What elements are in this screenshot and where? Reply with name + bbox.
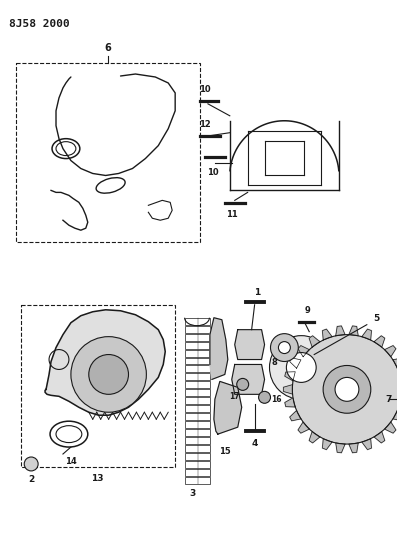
Text: 5: 5 <box>374 314 380 322</box>
Text: 10: 10 <box>207 167 219 176</box>
Circle shape <box>259 391 271 403</box>
Text: 10: 10 <box>199 85 211 94</box>
Text: 3: 3 <box>189 489 195 498</box>
Polygon shape <box>349 326 358 336</box>
Text: 1: 1 <box>254 288 261 297</box>
Circle shape <box>323 366 371 413</box>
Polygon shape <box>283 385 293 394</box>
Polygon shape <box>290 410 301 421</box>
Circle shape <box>269 336 333 399</box>
Circle shape <box>335 377 359 401</box>
Polygon shape <box>336 326 345 336</box>
Polygon shape <box>349 443 358 453</box>
Polygon shape <box>298 422 309 433</box>
Polygon shape <box>336 443 345 453</box>
Circle shape <box>71 337 146 412</box>
Polygon shape <box>393 410 398 421</box>
Polygon shape <box>374 336 385 347</box>
Circle shape <box>237 378 249 390</box>
Text: 17: 17 <box>229 392 240 401</box>
Polygon shape <box>384 422 396 433</box>
Text: 6: 6 <box>104 43 111 53</box>
Text: 8: 8 <box>271 358 277 367</box>
Text: 14: 14 <box>65 457 77 466</box>
Circle shape <box>271 334 298 361</box>
Polygon shape <box>322 439 332 450</box>
Text: 16: 16 <box>271 395 282 404</box>
Circle shape <box>279 342 291 353</box>
Text: 15: 15 <box>219 447 231 456</box>
Polygon shape <box>309 336 320 347</box>
Text: 9: 9 <box>304 306 310 315</box>
Circle shape <box>89 354 129 394</box>
Polygon shape <box>374 432 385 443</box>
Polygon shape <box>362 439 371 450</box>
Polygon shape <box>214 382 242 434</box>
Text: 11: 11 <box>226 211 238 219</box>
Circle shape <box>287 352 316 382</box>
Polygon shape <box>362 329 371 340</box>
Text: 2: 2 <box>28 475 34 484</box>
Polygon shape <box>290 358 301 368</box>
Text: 13: 13 <box>92 474 104 483</box>
Polygon shape <box>232 365 265 394</box>
Polygon shape <box>322 329 332 340</box>
Text: 4: 4 <box>252 439 258 448</box>
Polygon shape <box>393 358 398 368</box>
Polygon shape <box>384 345 396 357</box>
Circle shape <box>293 335 398 444</box>
Polygon shape <box>285 398 295 407</box>
Polygon shape <box>298 345 309 357</box>
Text: 7: 7 <box>385 395 392 404</box>
Text: 8J58 2000: 8J58 2000 <box>9 19 70 29</box>
Polygon shape <box>210 318 228 379</box>
Polygon shape <box>285 372 295 381</box>
Polygon shape <box>235 330 265 360</box>
Polygon shape <box>45 310 165 415</box>
Circle shape <box>24 457 38 471</box>
Text: 12: 12 <box>199 120 211 129</box>
Polygon shape <box>309 432 320 443</box>
